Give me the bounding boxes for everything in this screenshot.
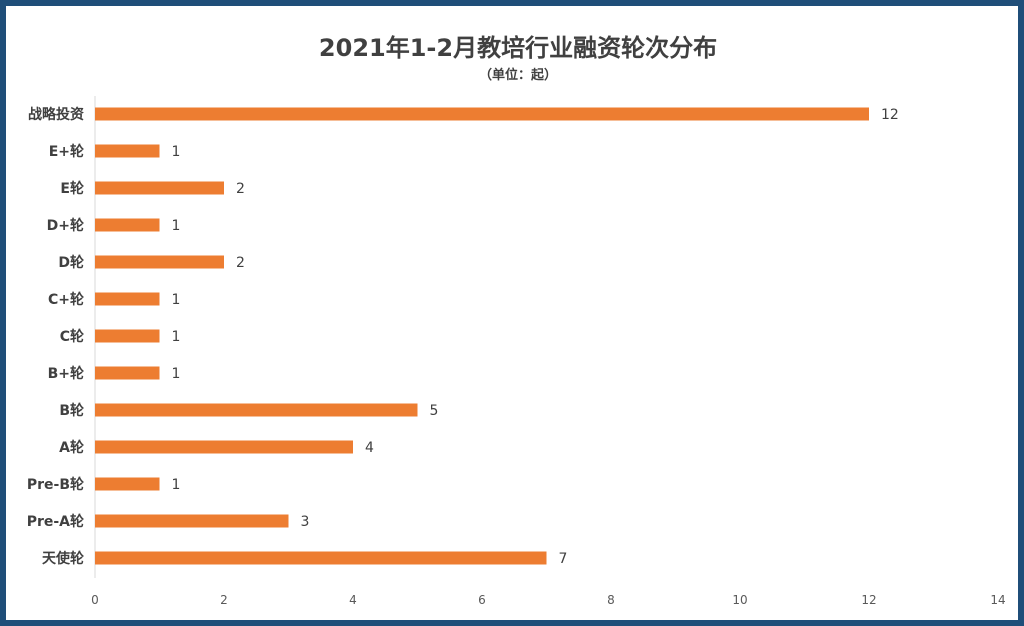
data-label: 2 [236, 181, 245, 197]
category-label: E+轮 [49, 143, 84, 160]
x-tick-label: 2 [220, 593, 228, 607]
category-label: A轮 [59, 439, 84, 456]
chart-title: 2021年1-2月教培行业融资轮次分布 [318, 34, 718, 62]
data-label: 1 [172, 218, 181, 234]
bar [95, 403, 418, 417]
data-label: 2 [236, 255, 245, 271]
category-label: Pre-A轮 [27, 513, 84, 530]
bar [95, 514, 289, 528]
category-label: Pre-B轮 [27, 476, 84, 493]
x-tick-label: 10 [732, 593, 747, 607]
bar [95, 218, 160, 232]
data-label: 1 [172, 144, 181, 160]
data-label: 1 [172, 292, 181, 308]
category-label: D+轮 [47, 217, 84, 234]
category-label: 战略投资 [28, 106, 84, 123]
x-tick-label: 14 [990, 593, 1005, 607]
data-label: 1 [172, 329, 181, 345]
bar [95, 181, 224, 195]
x-tick-label: 4 [349, 593, 357, 607]
category-label: B轮 [59, 402, 84, 419]
data-label: 7 [559, 551, 568, 567]
x-tick-label: 8 [607, 593, 615, 607]
data-label: 1 [172, 477, 181, 493]
data-label: 1 [172, 366, 181, 382]
category-label: 天使轮 [42, 550, 84, 567]
data-label: 3 [301, 514, 310, 530]
bar [95, 440, 353, 454]
data-label: 4 [365, 440, 374, 456]
category-label: B+轮 [48, 365, 84, 382]
data-label: 5 [430, 403, 439, 419]
bar [95, 144, 160, 158]
data-label: 12 [881, 107, 899, 123]
category-label: C+轮 [48, 291, 84, 308]
bar [95, 107, 869, 121]
bar [95, 255, 224, 269]
bar [95, 551, 547, 565]
bar [95, 292, 160, 306]
bar [95, 477, 160, 491]
category-label: E轮 [60, 180, 84, 197]
category-label: C轮 [60, 328, 84, 345]
x-tick-label: 6 [478, 593, 486, 607]
chart-subtitle: （单位：起） [478, 68, 557, 83]
category-label: D轮 [58, 254, 84, 271]
x-tick-label: 12 [861, 593, 876, 607]
bar [95, 329, 160, 343]
bar [95, 366, 160, 380]
x-tick-label: 0 [91, 593, 99, 607]
